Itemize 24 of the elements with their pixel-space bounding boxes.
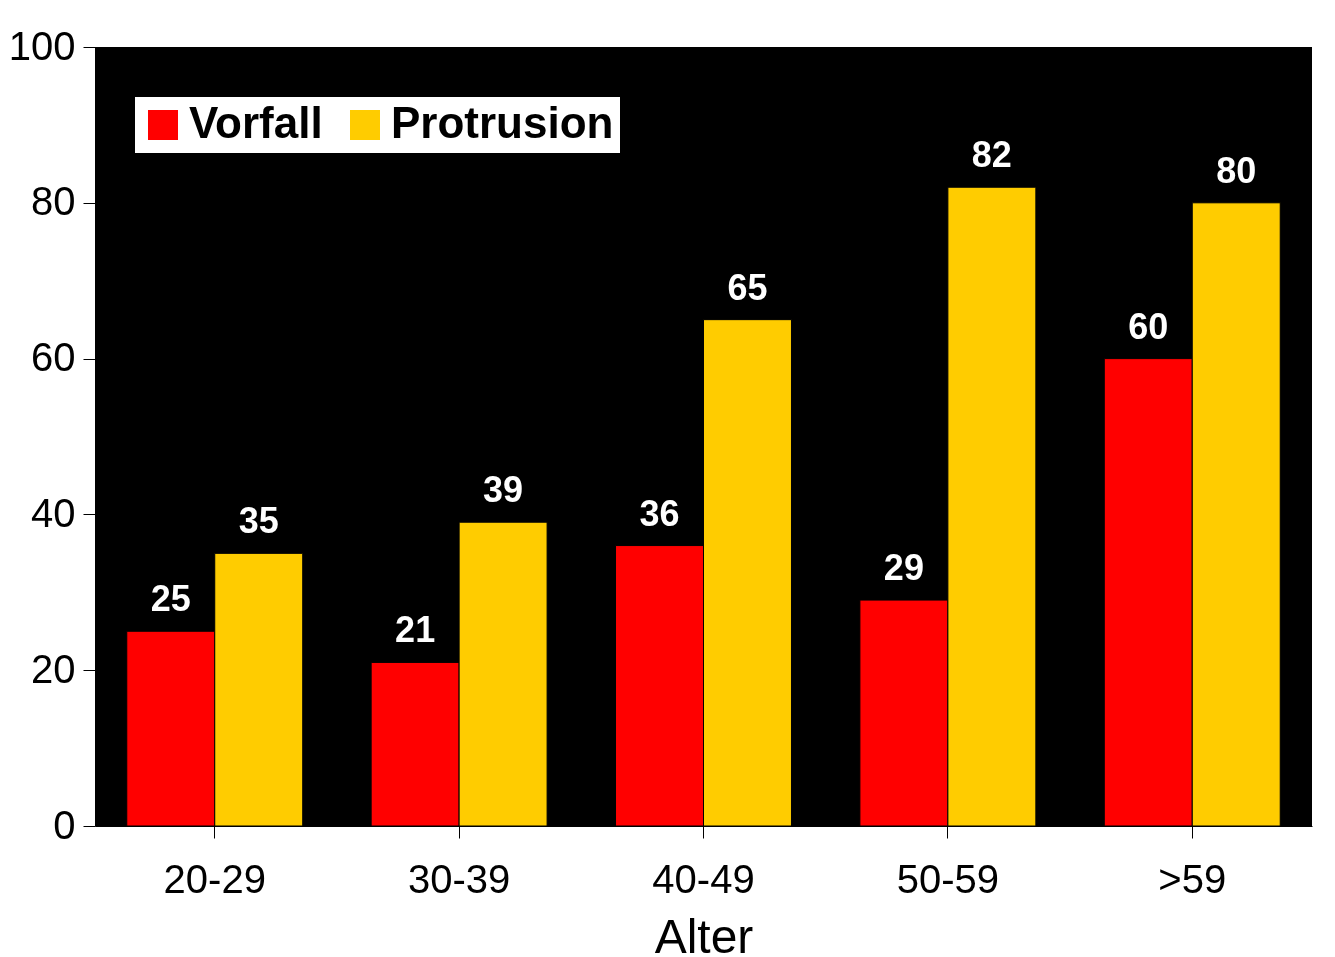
- y-tick-label: 40: [31, 490, 76, 535]
- x-tick-label: 50-59: [896, 856, 1000, 901]
- x-axis-title: Alter: [654, 909, 754, 957]
- x-tick-label: 20-29: [163, 856, 266, 901]
- data-label: 35: [238, 500, 279, 542]
- y-tick-label: 100: [8, 23, 76, 68]
- data-label: 39: [483, 469, 524, 511]
- y-tick-label: 20: [31, 646, 76, 691]
- data-label: 82: [971, 134, 1012, 176]
- legend-label: Vorfall: [189, 98, 323, 147]
- data-label: 21: [395, 609, 436, 651]
- x-tick-label: 30-39: [407, 856, 511, 901]
- data-label: 80: [1216, 149, 1257, 191]
- legend-label: Protrusion: [391, 98, 614, 147]
- data-label: 29: [883, 547, 924, 589]
- y-tick-label: 80: [31, 179, 76, 224]
- data-label: 25: [150, 578, 191, 620]
- data-label: 65: [727, 266, 768, 308]
- data-label: 36: [639, 492, 680, 534]
- x-tick-label: >59: [1158, 856, 1227, 901]
- data-label: 60: [1128, 305, 1169, 347]
- x-tick-label: 40-49: [652, 856, 755, 901]
- y-tick-label: 60: [31, 335, 76, 380]
- y-tick-label: 0: [53, 802, 76, 847]
